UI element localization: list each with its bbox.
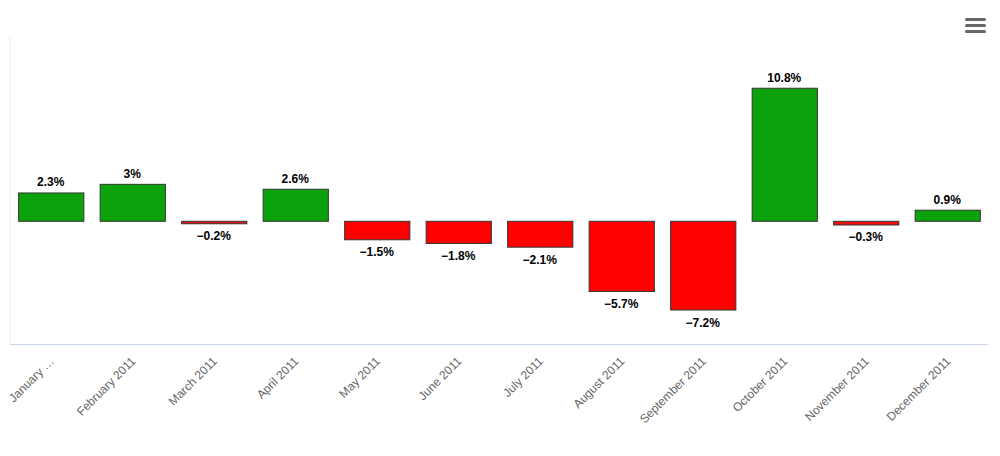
menu-icon[interactable] (965, 18, 986, 33)
x-tick-labels: January … February 2011 March 2011 April 20… (6, 354, 954, 426)
x-tick-label: May 2011 (336, 354, 383, 401)
data-label: 3% (124, 167, 142, 181)
bar (508, 221, 573, 247)
bar (834, 221, 899, 225)
data-labels: 2.3% 3% −0.2% 2.6% −1.5% −1.8% −2.1% −5.7% −7.2%… (37, 71, 961, 330)
y-axis-line (10, 36, 11, 344)
x-tick-label: January … (6, 354, 57, 405)
data-label: −1.8% (441, 249, 476, 263)
data-label: 2.6% (282, 172, 310, 186)
data-label: −7.2% (686, 316, 721, 330)
x-tick-label: July 2011 (500, 354, 546, 400)
data-label: 2.3% (37, 175, 65, 189)
chart-svg: 2.3% 3% −0.2% 2.6% −1.5% −1.8% −2.1% −5.7% −7.2%… (0, 0, 1000, 456)
bar (671, 221, 736, 310)
x-tick-label: December 2011 (884, 354, 954, 424)
menu-line (965, 18, 986, 21)
bar (426, 221, 491, 243)
data-label: 0.9% (934, 193, 962, 207)
bar (182, 221, 247, 223)
menu-line (965, 24, 986, 27)
x-tick-label: October 2011 (730, 354, 791, 415)
bar (752, 88, 817, 221)
bar (19, 193, 84, 221)
bar (915, 210, 980, 221)
data-label: −0.3% (849, 230, 884, 244)
x-tick-label: June 2011 (415, 354, 464, 403)
data-label: 10.8% (767, 71, 801, 85)
menu-line (965, 30, 986, 33)
bar (100, 184, 165, 221)
x-axis-line (10, 344, 988, 345)
bars (19, 88, 981, 310)
data-label: −2.1% (523, 253, 558, 267)
data-label: −0.2% (197, 229, 232, 243)
x-tick-label: September 2011 (637, 354, 709, 426)
bar (345, 221, 410, 239)
bar (589, 221, 654, 291)
chart-container: 2.3% 3% −0.2% 2.6% −1.5% −1.8% −2.1% −5.7% −7.2%… (0, 0, 1000, 456)
data-label: −1.5% (360, 245, 395, 259)
x-tick-label: March 2011 (166, 354, 220, 408)
x-tick-label: February 2011 (74, 354, 139, 419)
data-label: −5.7% (604, 297, 639, 311)
x-tick-label: August 2011 (570, 354, 627, 411)
x-tick-label: April 2011 (254, 354, 302, 402)
x-tick-label: November 2011 (802, 354, 872, 424)
bar (263, 189, 328, 221)
